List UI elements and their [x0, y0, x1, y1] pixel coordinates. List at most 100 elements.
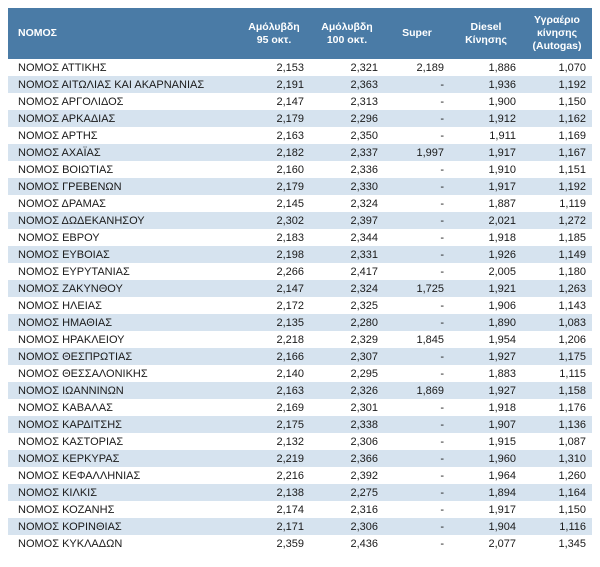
cell-value: 2,306 [310, 518, 384, 535]
cell-value: 1,167 [522, 144, 592, 161]
cell-value: 2,338 [310, 416, 384, 433]
table-row: ΝΟΜΟΣ ΔΩΔΕΚΑΝΗΣΟΥ2,3022,397-2,0211,272 [8, 212, 592, 229]
table-row: ΝΟΜΟΣ ΒΟΙΩΤΙΑΣ2,1602,336-1,9101,151 [8, 161, 592, 178]
cell-value: 1,869 [384, 382, 450, 399]
cell-value: 1,887 [450, 195, 522, 212]
cell-value: 2,321 [310, 59, 384, 76]
cell-value: 1,906 [450, 297, 522, 314]
cell-value: 1,185 [522, 229, 592, 246]
table-body: ΝΟΜΟΣ ΑΤΤΙΚΗΣ2,1532,3212,1891,8861,070ΝΟ… [8, 59, 592, 552]
cell-value: 1,886 [450, 59, 522, 76]
cell-value: - [384, 467, 450, 484]
cell-value: 2,182 [238, 144, 310, 161]
cell-value: 2,005 [450, 263, 522, 280]
cell-value: 2,189 [384, 59, 450, 76]
cell-value: 1,890 [450, 314, 522, 331]
cell-value: 1,143 [522, 297, 592, 314]
cell-value: 1,926 [450, 246, 522, 263]
cell-value: 2,171 [238, 518, 310, 535]
cell-value: 2,366 [310, 450, 384, 467]
cell-value: 1,070 [522, 59, 592, 76]
cell-value: 2,183 [238, 229, 310, 246]
cell-nomos: ΝΟΜΟΣ ΚΑΡΔΙΤΣΗΣ [8, 416, 238, 433]
cell-value: 1,845 [384, 331, 450, 348]
table-row: ΝΟΜΟΣ ΚΟΡΙΝΘΙΑΣ2,1712,306-1,9041,116 [8, 518, 592, 535]
cell-value: 2,280 [310, 314, 384, 331]
cell-value: 1,272 [522, 212, 592, 229]
cell-value: 2,145 [238, 195, 310, 212]
cell-value: 1,917 [450, 501, 522, 518]
cell-value: 2,135 [238, 314, 310, 331]
cell-value: 1,149 [522, 246, 592, 263]
table-row: ΝΟΜΟΣ ΕΥΡΥΤΑΝΙΑΣ2,2662,417-2,0051,180 [8, 263, 592, 280]
cell-value: - [384, 535, 450, 552]
cell-value: 1,176 [522, 399, 592, 416]
cell-value: 2,147 [238, 280, 310, 297]
cell-value: 2,417 [310, 263, 384, 280]
cell-value: 2,219 [238, 450, 310, 467]
cell-value: 1,912 [450, 110, 522, 127]
cell-nomos: ΝΟΜΟΣ ΑΡΓΟΛΙΔΟΣ [8, 93, 238, 110]
cell-value: 1,119 [522, 195, 592, 212]
cell-value: 2,179 [238, 178, 310, 195]
cell-value: - [384, 399, 450, 416]
cell-value: 1,083 [522, 314, 592, 331]
cell-value: 2,306 [310, 433, 384, 450]
col-header-amolyvdi95: Αμόλυβδη 95 οκτ. [238, 8, 310, 59]
cell-value: 2,021 [450, 212, 522, 229]
table-row: ΝΟΜΟΣ ΚΟΖΑΝΗΣ2,1742,316-1,9171,150 [8, 501, 592, 518]
cell-value: 1,087 [522, 433, 592, 450]
cell-value: 2,160 [238, 161, 310, 178]
cell-value: 2,266 [238, 263, 310, 280]
cell-nomos: ΝΟΜΟΣ ΗΜΑΘΙΑΣ [8, 314, 238, 331]
cell-nomos: ΝΟΜΟΣ ΙΩΑΝΝΙΝΩΝ [8, 382, 238, 399]
cell-value: - [384, 297, 450, 314]
cell-value: - [384, 365, 450, 382]
cell-value: 2,218 [238, 331, 310, 348]
table-row: ΝΟΜΟΣ ΚΥΚΛΑΔΩΝ2,3592,436-2,0771,345 [8, 535, 592, 552]
cell-value: 1,151 [522, 161, 592, 178]
cell-nomos: ΝΟΜΟΣ ΕΥΒΟΙΑΣ [8, 246, 238, 263]
cell-nomos: ΝΟΜΟΣ ΑΡΤΗΣ [8, 127, 238, 144]
cell-value: - [384, 212, 450, 229]
table-row: ΝΟΜΟΣ ΗΡΑΚΛΕΙΟΥ2,2182,3291,8451,9541,206 [8, 331, 592, 348]
cell-value: 1,997 [384, 144, 450, 161]
table-row: ΝΟΜΟΣ ΚΕΦΑΛΛΗΝΙΑΣ2,2162,392-1,9641,260 [8, 467, 592, 484]
table-row: ΝΟΜΟΣ ΕΥΒΟΙΑΣ2,1982,331-1,9261,149 [8, 246, 592, 263]
cell-value: 2,295 [310, 365, 384, 382]
cell-value: 2,307 [310, 348, 384, 365]
cell-value: 1,150 [522, 93, 592, 110]
cell-value: 2,329 [310, 331, 384, 348]
cell-nomos: ΝΟΜΟΣ ΚΕΦΑΛΛΗΝΙΑΣ [8, 467, 238, 484]
cell-value: 2,324 [310, 195, 384, 212]
col-header-nomos: ΝΟΜΟΣ [8, 8, 238, 59]
cell-nomos: ΝΟΜΟΣ ΕΒΡΟΥ [8, 229, 238, 246]
table-row: ΝΟΜΟΣ ΚΙΛΚΙΣ2,1382,275-1,8941,164 [8, 484, 592, 501]
cell-value: 1,164 [522, 484, 592, 501]
cell-value: 1,964 [450, 467, 522, 484]
cell-value: - [384, 76, 450, 93]
table-row: ΝΟΜΟΣ ΑΧΑΪΑΣ2,1822,3371,9971,9171,167 [8, 144, 592, 161]
cell-value: - [384, 229, 450, 246]
cell-value: - [384, 501, 450, 518]
cell-nomos: ΝΟΜΟΣ ΒΟΙΩΤΙΑΣ [8, 161, 238, 178]
cell-value: - [384, 161, 450, 178]
cell-nomos: ΝΟΜΟΣ ΔΩΔΕΚΑΝΗΣΟΥ [8, 212, 238, 229]
cell-value: 2,296 [310, 110, 384, 127]
cell-value: 2,325 [310, 297, 384, 314]
cell-value: 2,301 [310, 399, 384, 416]
cell-nomos: ΝΟΜΟΣ ΕΥΡΥΤΑΝΙΑΣ [8, 263, 238, 280]
cell-value: - [384, 450, 450, 467]
cell-value: 1,918 [450, 399, 522, 416]
cell-value: 2,324 [310, 280, 384, 297]
cell-value: - [384, 195, 450, 212]
table-row: ΝΟΜΟΣ ΕΒΡΟΥ2,1832,344-1,9181,185 [8, 229, 592, 246]
table-header: ΝΟΜΟΣ Αμόλυβδη 95 οκτ. Αμόλυβδη 100 οκτ.… [8, 8, 592, 59]
cell-value: 2,198 [238, 246, 310, 263]
cell-nomos: ΝΟΜΟΣ ΑΤΤΙΚΗΣ [8, 59, 238, 76]
cell-value: - [384, 110, 450, 127]
cell-value: 1,936 [450, 76, 522, 93]
cell-value: 2,331 [310, 246, 384, 263]
cell-nomos: ΝΟΜΟΣ ΖΑΚΥΝΘΟΥ [8, 280, 238, 297]
table-row: ΝΟΜΟΣ ΘΕΣΠΡΩΤΙΑΣ2,1662,307-1,9271,175 [8, 348, 592, 365]
